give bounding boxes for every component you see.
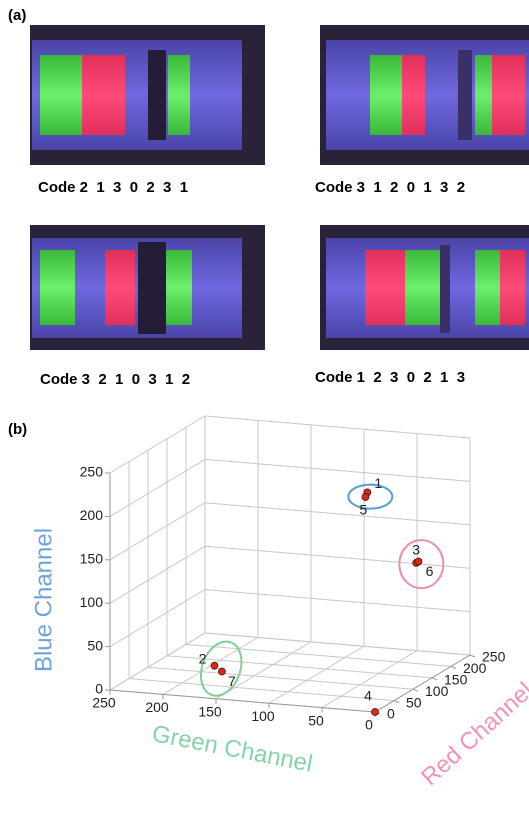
z-tick-label: 50 [87, 637, 103, 653]
grid-line [162, 636, 259, 695]
z-axis-title: Blue Channel [30, 528, 57, 672]
grid-line [166, 655, 433, 679]
data-point [218, 667, 226, 676]
code-label: Code 3 1 2 0 1 3 2 [315, 179, 465, 196]
y-tick-label: 100 [425, 683, 449, 699]
tick-mark [393, 700, 400, 704]
grid-line [109, 632, 206, 691]
barcode-image [30, 25, 265, 165]
z-tick-label: 200 [80, 507, 104, 523]
grid-line [109, 415, 206, 474]
grid-line [204, 632, 471, 656]
panel-label: (a) [8, 7, 26, 24]
x-tick-label: 50 [308, 712, 324, 728]
point-label: 4 [364, 688, 372, 704]
barcode-image [320, 225, 529, 350]
grid-line [204, 589, 471, 613]
barcode-image [320, 25, 529, 165]
x-tick-label: 150 [198, 704, 222, 720]
x-tick-label: 250 [92, 695, 116, 711]
x-tick-label: 0 [365, 717, 373, 733]
tick-mark [412, 688, 419, 692]
data-point [361, 493, 370, 501]
cluster-outline [199, 640, 243, 697]
axis-edge [109, 689, 376, 713]
grid-line [109, 589, 206, 648]
z-tick-label: 0 [95, 681, 103, 697]
x-axis-title: Green Channel [150, 720, 315, 778]
tick-mark [431, 677, 438, 681]
data-point [414, 557, 423, 566]
data-point [210, 661, 219, 670]
y-tick-label: 50 [406, 694, 422, 710]
grid-line [147, 666, 414, 690]
cluster-outline [398, 539, 445, 590]
cluster-outline [347, 483, 394, 510]
grid-line [204, 545, 471, 569]
z-tick-label: 250 [80, 464, 104, 480]
point-label: 5 [360, 502, 368, 518]
panel-label: (b) [8, 421, 27, 438]
point-label: 6 [426, 563, 434, 579]
data-point [371, 708, 379, 716]
grid-line [204, 458, 471, 482]
y-tick-label: 200 [463, 660, 487, 676]
point-label: 1 [374, 475, 382, 491]
y-tick-label: 250 [482, 649, 506, 665]
x-tick-label: 100 [251, 708, 275, 724]
grid-line [109, 502, 206, 561]
point-label: 3 [412, 542, 420, 558]
x-tick-label: 200 [145, 699, 169, 715]
code-label: Code 3 2 1 0 3 1 2 [40, 371, 190, 388]
grid-line [268, 645, 365, 704]
point-label: 7 [228, 673, 236, 689]
grid-line [109, 545, 206, 604]
tick-mark [450, 665, 457, 669]
grid-line [185, 643, 452, 667]
y-tick-label: 0 [387, 706, 395, 722]
z-tick-label: 100 [80, 594, 104, 610]
z-tick-label: 150 [80, 551, 104, 567]
code-label: Code 2 1 3 0 2 3 1 [38, 179, 188, 196]
y-tick-label: 150 [444, 672, 468, 688]
grid-line [128, 678, 395, 702]
grid-line [109, 458, 206, 517]
grid-line [215, 641, 312, 700]
grid-line [321, 650, 418, 709]
code-label: Code 1 2 3 0 2 1 3 [315, 369, 465, 386]
grid-line [204, 415, 471, 439]
grid-line [204, 502, 471, 526]
tick-mark [469, 654, 476, 658]
point-label: 2 [199, 650, 207, 666]
barcode-image [30, 225, 265, 350]
axis-edge [374, 654, 471, 713]
